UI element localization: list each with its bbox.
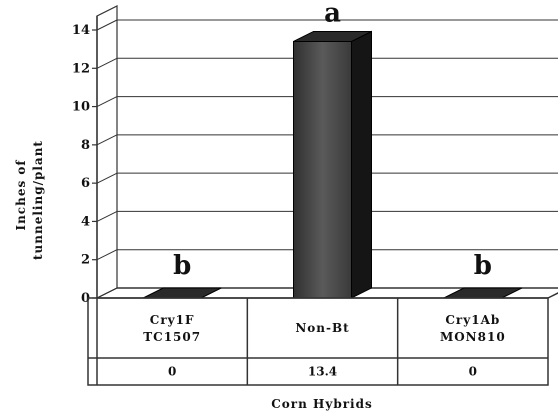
y-tick-label: 8 [81, 138, 90, 153]
bar [444, 288, 522, 298]
category-label: Cry1F [150, 313, 195, 327]
bar [143, 288, 221, 298]
category-label: MON810 [440, 330, 506, 344]
bar-top [444, 288, 522, 298]
y-tick-label: 12 [72, 61, 90, 76]
significance-letter: b [173, 251, 191, 281]
bar-top [143, 288, 221, 298]
y-tick-label: 10 [72, 100, 90, 115]
category-label: Non-Bt [295, 321, 349, 335]
y-tick-label: 2 [81, 253, 90, 268]
category-label: TC1507 [143, 330, 201, 344]
value-label: 13.4 [308, 365, 337, 379]
y-axis-title-line-2: tunneling/plant [31, 140, 45, 260]
bar [294, 31, 372, 298]
significance-letter: b [474, 251, 492, 281]
x-axis-title: Corn Hybrids [271, 397, 373, 411]
value-label: 0 [168, 365, 176, 379]
y-tick-label: 6 [81, 176, 90, 191]
bar-side [352, 31, 372, 298]
data-table: Cry1F TC1507 0 Non-Bt 13.4 Cry1Ab MON810 0 [88, 298, 548, 385]
y-axis-title-line-1: Inches of [14, 159, 28, 230]
bars [143, 31, 522, 298]
y-tick-label: 4 [81, 214, 90, 229]
y-tick-label: 14 [72, 23, 90, 38]
category-label: Cry1Ab [445, 313, 500, 327]
significance-letter: a [324, 0, 341, 28]
floor-right-edge [548, 288, 558, 298]
bar-front [294, 41, 352, 298]
value-label: 0 [469, 365, 477, 379]
